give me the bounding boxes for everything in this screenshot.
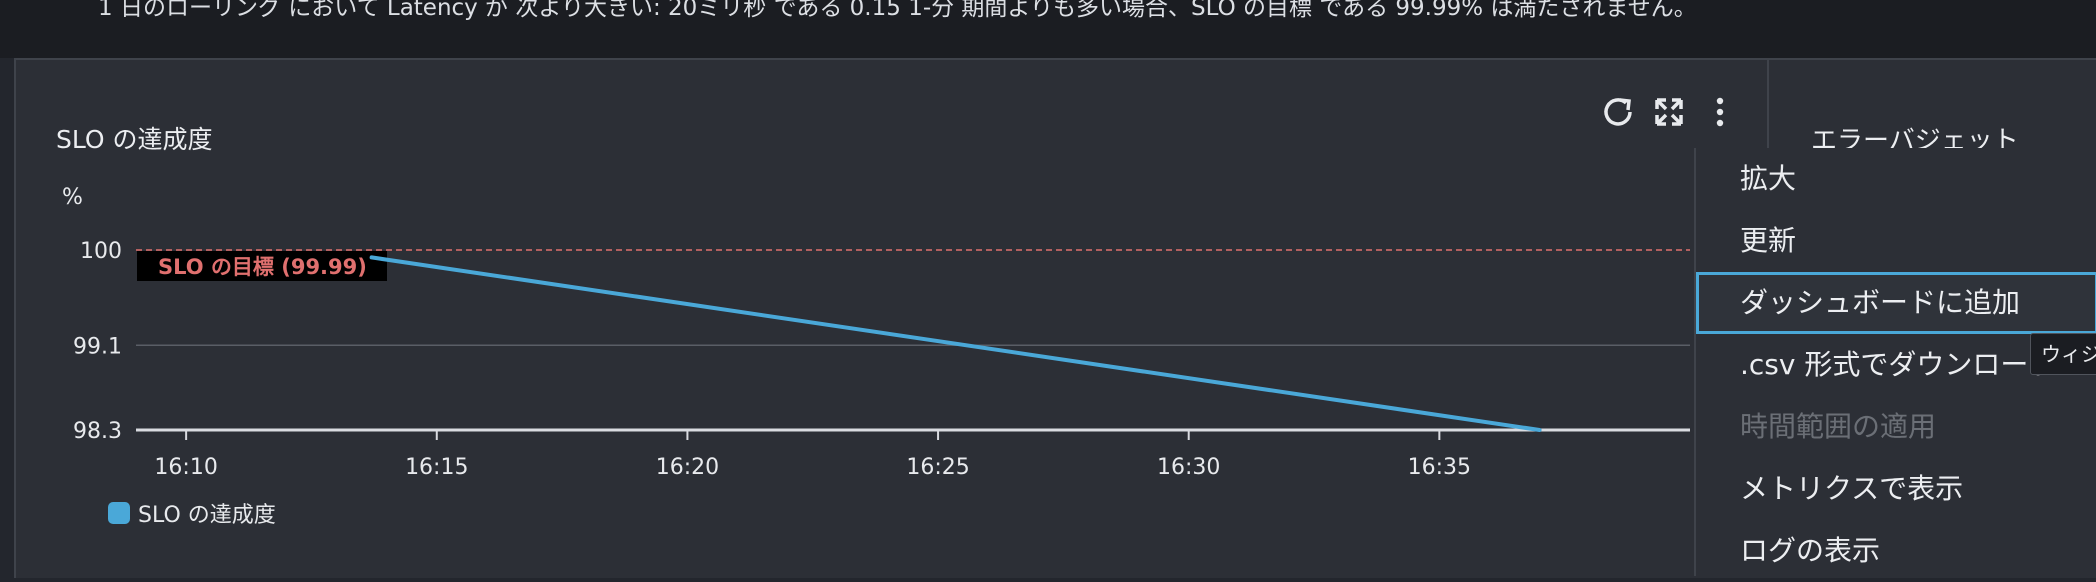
menu-item-view-logs[interactable]: ログの表示: [1696, 520, 2096, 582]
menu-item-add-to-dashboard[interactable]: ダッシュボードに追加: [1696, 272, 2096, 334]
y-tick-label: 98.3: [73, 419, 122, 444]
x-tick-label: 16:30: [1157, 455, 1220, 480]
menu-item-refresh[interactable]: 更新: [1696, 210, 2096, 272]
menu-item-zoom[interactable]: 拡大: [1696, 148, 2096, 210]
tooltip: ウィジ: [2030, 333, 2096, 375]
chart-legend[interactable]: SLO の達成度: [108, 497, 276, 529]
y-axis-label: %: [62, 185, 83, 210]
x-tick-label: 16:25: [906, 455, 969, 480]
x-tick-label: 16:35: [1408, 455, 1471, 480]
y-tick-label: 100: [80, 239, 122, 264]
menu-item-view-in-metrics[interactable]: メトリクスで表示: [1696, 458, 2096, 520]
slo-attainment-line: [372, 257, 1540, 430]
x-tick-label: 16:15: [405, 455, 468, 480]
legend-label: SLO の達成度: [138, 497, 276, 529]
y-tick-label: 99.1: [73, 334, 122, 359]
slo-target-label: SLO の目標 (99.99): [158, 255, 367, 279]
x-tick-label: 16:10: [154, 455, 217, 480]
menu-item-apply-time-range: 時間範囲の適用: [1696, 396, 2096, 458]
legend-swatch: [108, 502, 130, 524]
x-tick-label: 16:20: [656, 455, 719, 480]
